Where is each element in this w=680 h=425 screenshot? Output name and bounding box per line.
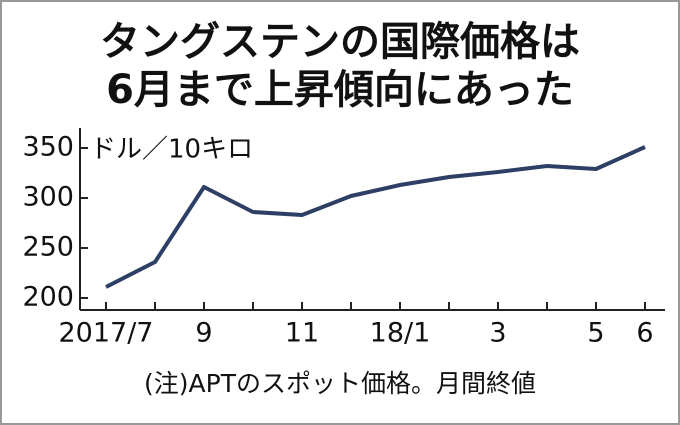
x-tick-label: 9: [195, 318, 212, 349]
y-tick-label: 200: [22, 282, 74, 313]
y-tick-label: 350: [22, 132, 74, 163]
x-tick-label: 2017/7: [59, 318, 154, 349]
y-axis-label: ドル／10キロ: [90, 135, 253, 165]
note: (注)APTのスポット価格。月間終値: [144, 369, 536, 398]
data-line: [105, 145, 646, 289]
y-tick-label: 250: [22, 232, 74, 263]
x-tick-label: 3: [489, 318, 506, 349]
x-tick-label: 5: [587, 318, 604, 349]
x-tick-label: 11: [285, 318, 319, 349]
chart-title: タングステンの国際価格は: [100, 19, 580, 65]
y-tick-label: 300: [22, 182, 74, 213]
chart-subtitle: 6月まで上昇傾向にあった: [106, 67, 574, 113]
x-tick-label: 18/1: [370, 318, 431, 349]
x-tick-label: 6: [636, 318, 653, 349]
